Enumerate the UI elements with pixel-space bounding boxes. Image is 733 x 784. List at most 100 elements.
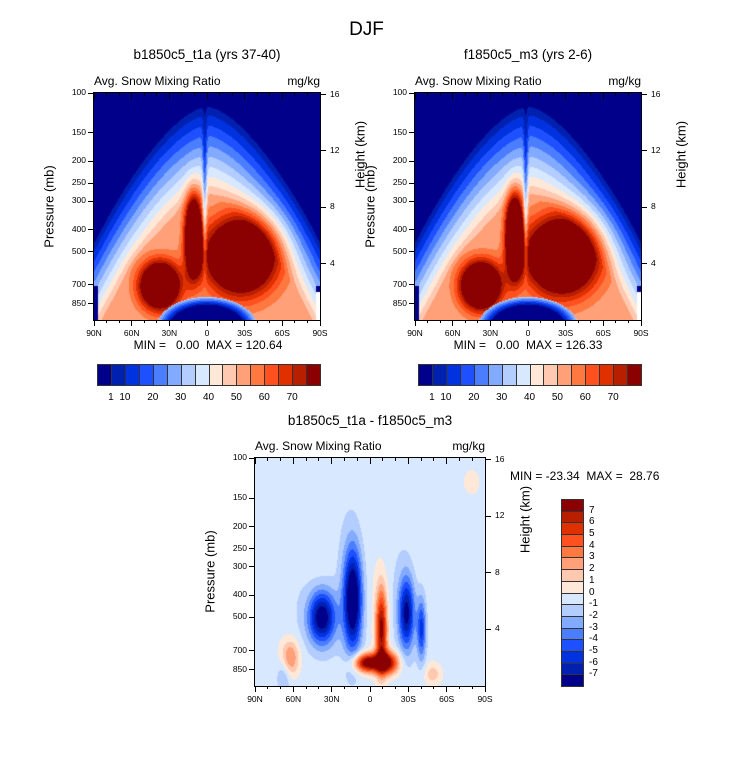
colorbar-segment — [250, 364, 266, 386]
y-tick-mark — [409, 92, 415, 94]
y-tick-label: 300 — [232, 560, 247, 571]
colorbar-segment — [599, 364, 615, 386]
x-tick-label: 60N — [123, 328, 140, 338]
colorbar-segment — [561, 499, 584, 512]
colorbar-label: -5 — [589, 644, 598, 656]
left-string: Avg. Snow Mixing Ratio — [94, 74, 221, 88]
y-tick-mark — [249, 669, 255, 671]
y-axis-label: Pressure (mb) — [202, 530, 218, 613]
x-minor-tick-top — [143, 93, 145, 96]
colorbar-label: 10 — [440, 392, 452, 403]
y-tick-label: 200 — [392, 155, 407, 166]
x-tick-mark-top — [254, 458, 256, 464]
colorbar-segment — [431, 364, 447, 386]
x-minor-tick — [156, 320, 158, 323]
y-tick-label: 150 — [71, 126, 86, 137]
x-minor-tick-top — [420, 458, 422, 461]
units-label: mg/kg — [287, 74, 320, 88]
y-right-tick-label: 12 — [330, 144, 340, 155]
figure-title: DJF — [349, 19, 384, 40]
x-tick-label: 90N — [407, 328, 423, 338]
colorbar-label: -1 — [589, 598, 598, 610]
colorbar-segment — [561, 662, 584, 676]
x-minor-tick-top — [439, 93, 441, 96]
x-minor-tick-top — [267, 458, 269, 461]
x-tick-mark — [369, 686, 371, 692]
x-minor-tick-top — [305, 458, 307, 461]
y-tick-label: 850 — [71, 297, 86, 308]
x-tick-mark-top — [244, 93, 246, 99]
x-tick-mark — [244, 320, 246, 326]
colorbar-segment — [561, 627, 584, 641]
colorbar-label: 5 — [589, 528, 595, 540]
x-tick-mark — [407, 686, 409, 692]
x-tick-mark — [527, 320, 529, 326]
y-tick-label: 150 — [392, 126, 407, 137]
colorbar-segment — [561, 604, 584, 617]
x-minor-tick — [540, 320, 542, 323]
y-right-tick-label: 12 — [651, 144, 661, 155]
x-minor-tick-top — [552, 93, 554, 96]
x-tick-label: 0 — [367, 694, 373, 704]
y-tick-label: 300 — [71, 195, 86, 206]
colorbar-segment — [487, 364, 503, 386]
y-tick-mark — [409, 200, 415, 202]
y-tick-mark — [409, 160, 415, 162]
colorbar-segment — [557, 364, 573, 386]
y-tick-label: 250 — [392, 177, 407, 188]
y-tick-mark — [88, 229, 94, 231]
x-minor-tick-top — [156, 93, 158, 96]
colorbar-label: -3 — [589, 621, 598, 633]
y-tick-label: 200 — [232, 520, 247, 531]
x-tick-label: 30S — [237, 328, 253, 338]
x-minor-tick — [256, 320, 258, 323]
x-minor-tick-top — [615, 93, 617, 96]
colorbar-label: 40 — [523, 392, 536, 403]
x-tick-mark-top — [281, 93, 283, 99]
x-minor-tick-top — [395, 458, 397, 461]
colorbar-segment — [194, 364, 210, 386]
x-tick-mark — [446, 686, 448, 692]
plot-frame — [93, 92, 321, 321]
x-tick-mark-top — [407, 458, 409, 464]
x-tick-mark — [452, 320, 454, 326]
colorbar-segment — [561, 522, 584, 536]
colorbar-label: 1 — [429, 392, 435, 403]
x-minor-tick — [502, 320, 504, 323]
colorbar-label: 2 — [589, 563, 595, 575]
x-minor-tick — [627, 320, 629, 323]
x-tick-label: 90N — [247, 694, 263, 704]
x-tick-mark-top — [292, 458, 294, 464]
y-right-axis-label: Height (km) — [673, 120, 689, 188]
x-minor-tick — [294, 320, 296, 323]
y-axis-label: Pressure (mb) — [362, 164, 378, 248]
x-minor-tick — [395, 686, 397, 689]
x-minor-tick-top — [356, 458, 358, 461]
x-tick-label: 90S — [477, 694, 493, 704]
y-tick-label: 400 — [232, 589, 247, 600]
x-minor-tick — [306, 320, 308, 323]
colorbar-segment — [561, 615, 584, 629]
colorbar-segment — [166, 364, 182, 386]
x-tick-mark-top — [369, 458, 371, 464]
y-tick-mark — [88, 160, 94, 162]
x-minor-tick-top — [343, 458, 345, 461]
y-tick-label: 100 — [71, 87, 86, 97]
colorbar-segment — [561, 534, 584, 547]
colorbar-segment — [561, 510, 584, 524]
y-right-tick-label: 16 — [330, 88, 340, 99]
x-minor-tick — [318, 686, 320, 689]
colorbar-label: -7 — [589, 668, 598, 680]
x-minor-tick-top — [577, 93, 579, 96]
y-tick-mark — [409, 229, 415, 231]
colorbar-segment — [278, 364, 294, 386]
y-tick-label: 200 — [71, 155, 86, 166]
x-tick-mark-top — [331, 458, 333, 464]
colorbar-label: 40 — [202, 392, 215, 403]
y-tick-label: 400 — [71, 223, 86, 234]
y-tick-label: 250 — [232, 542, 247, 553]
y-tick-mark — [249, 457, 255, 459]
colorbar-segment — [515, 364, 531, 386]
y-right-tick-label: 16 — [495, 453, 505, 464]
colorbar-label: 30 — [175, 392, 187, 403]
